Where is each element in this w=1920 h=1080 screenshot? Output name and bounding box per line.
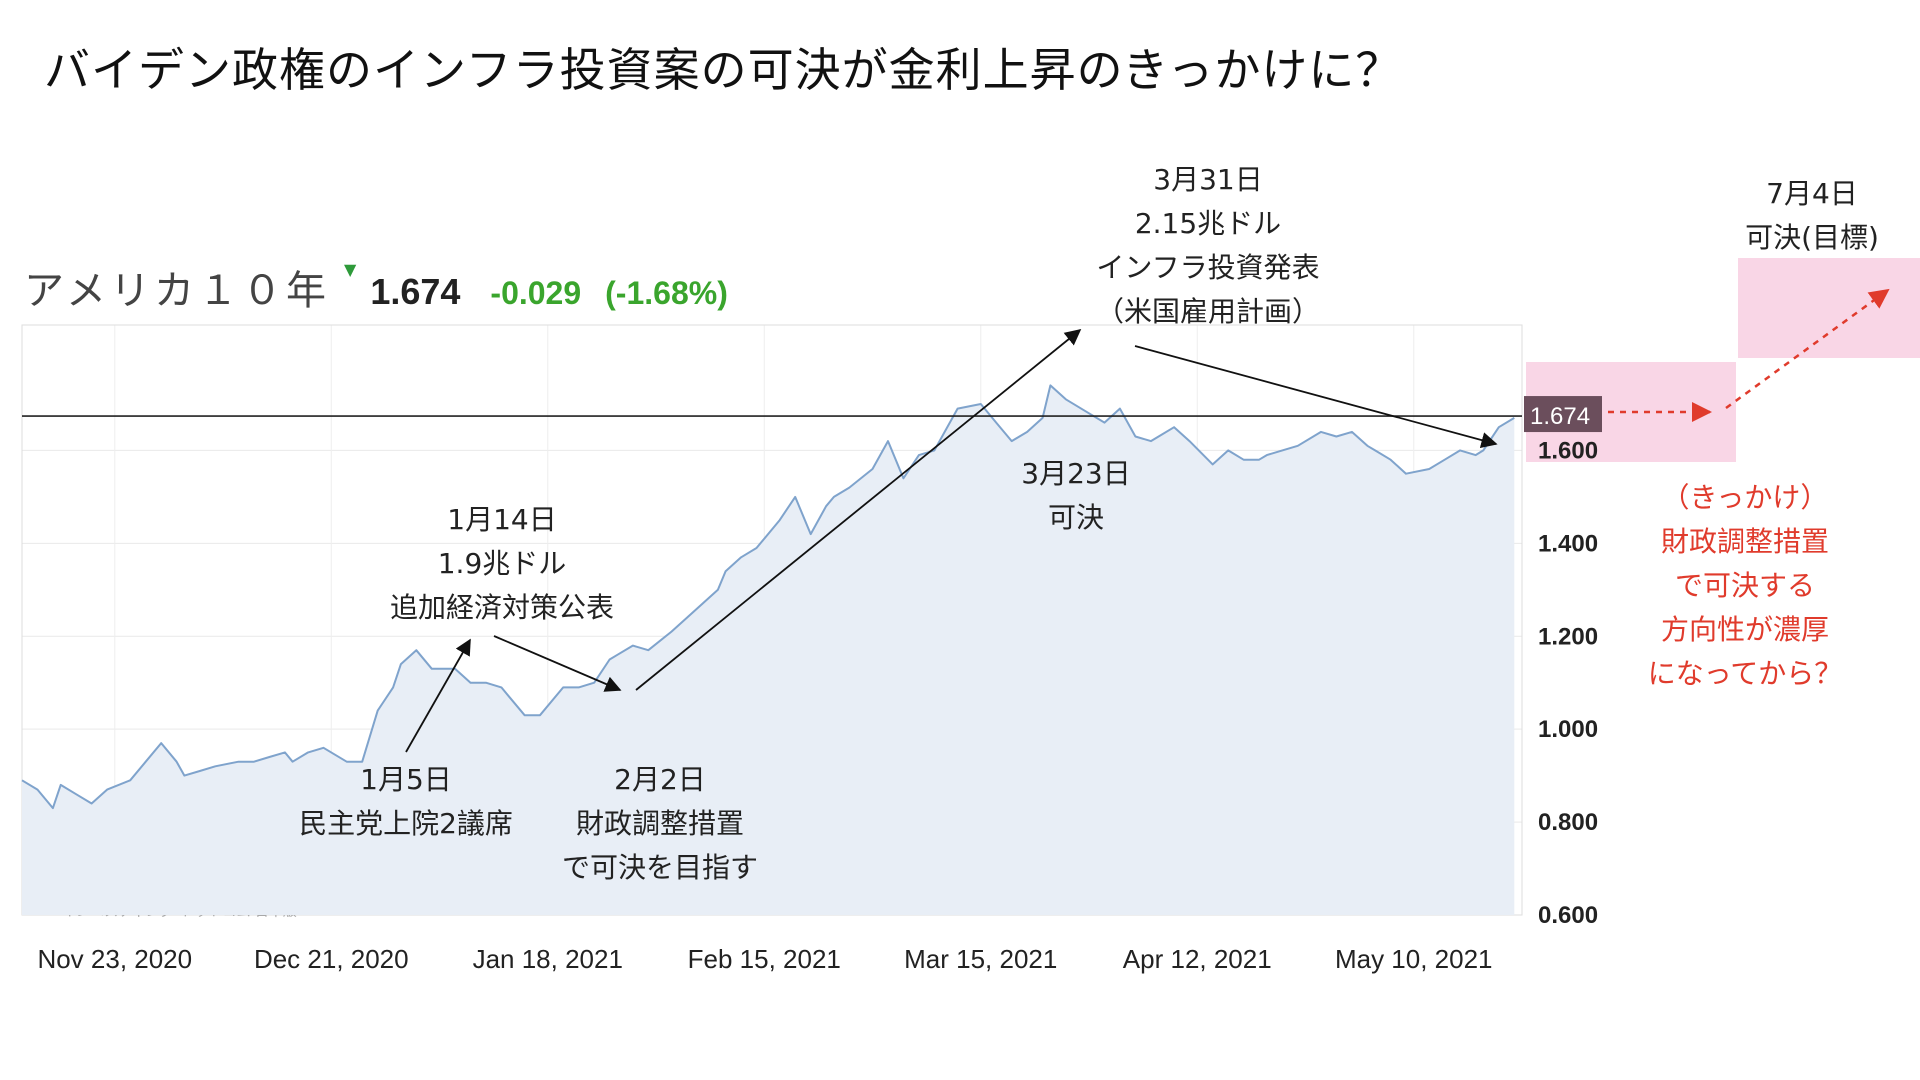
x-axis: Nov 23, 2020 Dec 21, 2020 Jan 18, 2021 Feb …	[37, 944, 1492, 974]
annotation-arrows	[405, 288, 1890, 753]
annotation-mar23: 3月23日 可決	[1021, 457, 1131, 534]
highlight-target	[1738, 258, 1920, 358]
y-axis: 1.600 1.400 1.200 1.000 0.800 0.600	[1538, 437, 1598, 929]
series-area-fill	[22, 385, 1515, 915]
annotation-jan5: 1月5日 民主党上院2議席	[299, 763, 513, 840]
x-tick-label: Feb 15, 2021	[688, 944, 841, 974]
annotation-note: （きっかけ） 財政調整措置 で可決する 方向性が濃厚 になってから？	[1647, 481, 1843, 690]
annotation-mar31: 3月31日 2.15兆ドル インフラ投資発表 （米国雇用計画）	[1095, 163, 1321, 328]
annotation-jan14: 1月14日 1.9兆ドル 追加経済対策公表	[389, 503, 615, 624]
x-tick-label: Apr 12, 2021	[1123, 944, 1272, 974]
annotation-arrow	[1134, 345, 1498, 448]
x-tick-label: Dec 21, 2020	[254, 944, 409, 974]
quote-price: 1.674	[370, 271, 461, 312]
current-price-line: 1.674	[22, 396, 1602, 433]
y-tick-label: 0.600	[1538, 902, 1598, 929]
page-title: バイデン政権のインフラ投資案の可決が金利上昇のきっかけに？	[44, 43, 1403, 97]
annotation-feb2: 2月2日 財政調整措置 で可決を目指す	[561, 763, 759, 884]
annotation-arrow	[635, 328, 1082, 691]
current-value-badge	[1524, 396, 1602, 433]
y-tick-label: 1.400	[1538, 530, 1598, 557]
highlight-boxes	[1526, 258, 1920, 462]
y-tick-label: 0.800	[1538, 809, 1598, 836]
annotation-arrow	[493, 635, 622, 692]
y-tick-label: 1.600	[1538, 437, 1598, 464]
series-line	[21, 384, 1515, 810]
x-tick-label: Nov 23, 2020	[37, 944, 192, 974]
y-tick-label: 1.200	[1538, 623, 1598, 650]
projection-arrow	[1725, 288, 1890, 410]
x-tick-label: Jan 18, 2021	[473, 944, 623, 974]
quote-header: アメリカ１０年 ▼ 1.674 -0.029 (-1.68%)	[24, 258, 728, 314]
quote-change-percent: (-1.68%)	[605, 275, 728, 311]
instrument-name: アメリカ１０年	[24, 268, 330, 314]
quote-change: -0.029	[490, 275, 582, 311]
annotation-jul4: 7月4日 可決(目標)	[1745, 177, 1879, 254]
x-tick-label: Mar 15, 2021	[904, 944, 1057, 974]
x-tick-label: May 10, 2021	[1335, 944, 1493, 974]
y-tick-label: 1.000	[1538, 716, 1598, 743]
down-triangle-icon: ▼	[344, 260, 357, 279]
current-value-label: 1.674	[1530, 403, 1590, 430]
series-area	[21, 384, 1515, 915]
annotation-arrow	[405, 638, 471, 753]
